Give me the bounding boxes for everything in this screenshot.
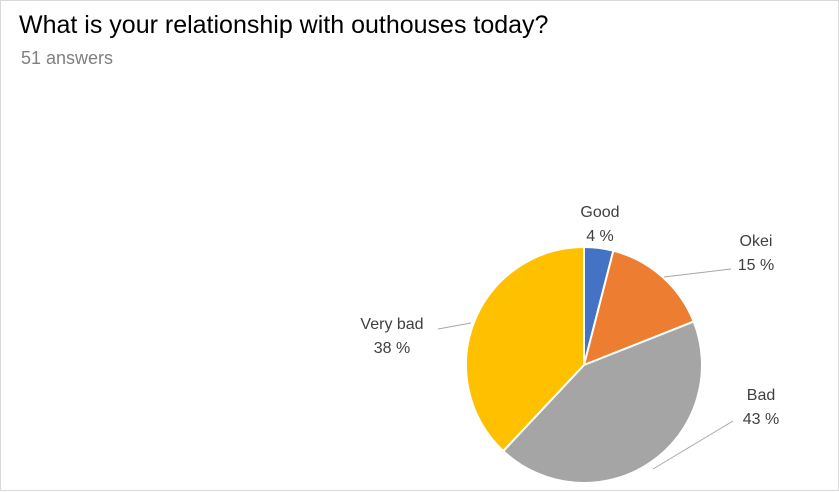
slice-label-bad: Bad [747, 387, 775, 404]
pie-slice-bad [502, 320, 703, 485]
leader-line [437, 322, 472, 330]
pie-slice-okei [583, 249, 695, 366]
data-labels: Good 4 % Okei 15 % Bad 43 % Very bad 38 % [360, 204, 779, 428]
pie-slices [464, 246, 703, 485]
slice-label-good: Good [580, 204, 619, 221]
slice-label-okei: Okei [740, 233, 773, 250]
slice-label-very-bad: Very bad [360, 316, 423, 333]
slice-value-very-bad: 38 % [374, 340, 410, 357]
pie-slice-very-bad [464, 246, 585, 453]
leader-lines [437, 268, 734, 470]
answer-count: 51 answers [21, 48, 114, 68]
slice-value-okei: 15 % [738, 257, 774, 274]
slice-value-good: 4 % [586, 228, 614, 245]
chart-title: What is your relationship with outhouses… [19, 11, 549, 39]
slice-value-bad: 43 % [743, 411, 779, 428]
leader-line [663, 268, 732, 278]
leader-line [652, 420, 734, 470]
